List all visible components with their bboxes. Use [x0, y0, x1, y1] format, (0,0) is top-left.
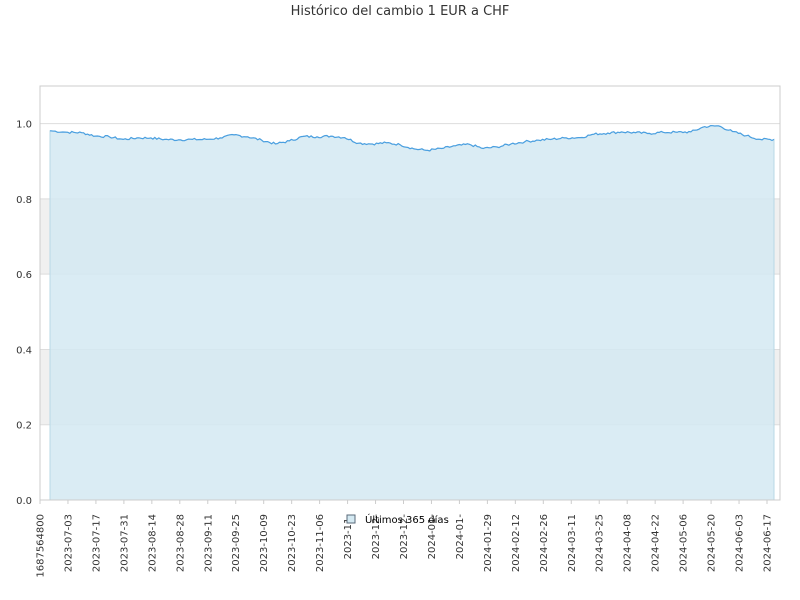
y-tick-labels: 0.0 0.2 0.4 0.6 0.8 1.0 — [16, 120, 32, 507]
series-line — [49, 124, 775, 152]
legend-swatch[interactable] — [346, 514, 356, 524]
x-tick-label: 2024-02-12 — [511, 514, 522, 572]
x-tick-label: 2024-06-03 — [735, 514, 746, 572]
x-tick-label: 2023-12- — [399, 514, 410, 560]
x-tick-label: 2024-03-11 — [567, 514, 578, 572]
x-tick-label: 2023-09-25 — [231, 514, 242, 572]
data-area-layer — [49, 124, 775, 501]
x-tick-label: 2023-08-28 — [175, 514, 186, 572]
x-tick-label: 2023-10-23 — [287, 514, 298, 572]
x-tick-label: 2024-04-08 — [623, 514, 634, 572]
y-tick-label: 0.4 — [16, 345, 32, 356]
y-tick-label: 1.0 — [16, 120, 32, 131]
x-tick-label: 2024-04-22 — [651, 514, 662, 572]
y-tick-label: 0.6 — [16, 270, 32, 281]
x-tick-label: 2023-11- — [343, 514, 354, 560]
plot-frame — [39, 85, 781, 501]
chart-title: Histórico del cambio 1 EUR a CHF — [291, 4, 510, 19]
y-tick-label: 0.0 — [16, 496, 32, 507]
x-tick-label: 2024-03-25 — [595, 514, 606, 572]
legend-label[interactable]: Últimos 365 días — [365, 513, 449, 526]
x-tick-label: 2023-10-09 — [259, 514, 270, 572]
y-tick-label: 0.8 — [16, 195, 32, 206]
x-tick-label: 2023-07-31 — [119, 514, 130, 572]
x-tick-labels: 1687564800 2023-07-03 2023-07-17 2023-07-31… — [36, 500, 774, 578]
x-tick-label: 2024-05-06 — [679, 514, 690, 572]
x-tick-label: 2024-05-20 — [707, 514, 718, 572]
legend[interactable]: Últimos 365 días — [346, 513, 449, 526]
x-tick-label: 2024-01- — [427, 514, 438, 560]
y-tick-label: 0.2 — [16, 421, 32, 432]
x-tick-label: 2024-06-17 — [763, 514, 774, 572]
x-tick-label: 2023-07-03 — [63, 514, 74, 572]
x-tick-label: 2023-11-06 — [315, 514, 326, 572]
x-tick-label: 2023-08-14 — [147, 514, 158, 572]
axes — [39, 85, 781, 501]
x-tick-label: 2023-07-17 — [91, 514, 102, 572]
x-tick-label: 2024-02-26 — [539, 514, 550, 572]
x-tick-label: 2023-09-11 — [203, 514, 214, 572]
series-area — [49, 125, 775, 501]
x-tick-label: 1687564800 — [36, 514, 47, 578]
x-tick-label: 2024-01- — [455, 514, 466, 560]
x-tick-label: 2024-01-29 — [483, 514, 494, 572]
x-tick-label: 2023-12- — [371, 514, 382, 560]
